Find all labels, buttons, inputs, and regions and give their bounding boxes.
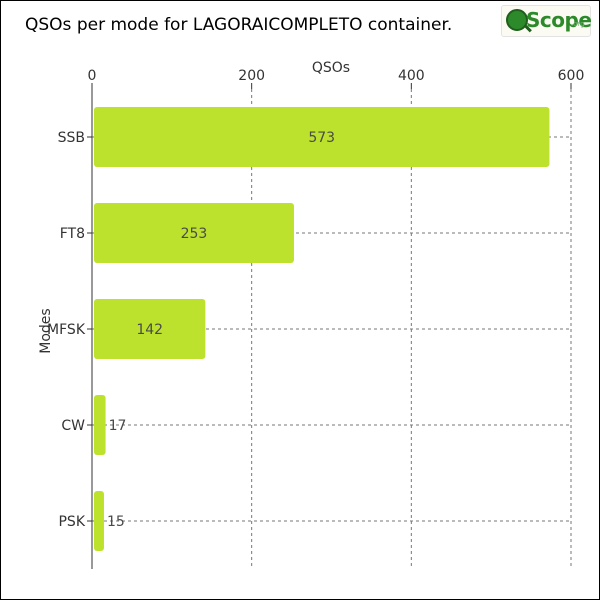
magnifier-icon	[506, 9, 528, 31]
page-title: QSOs per mode for LAGORAICOMPLETO contai…	[25, 15, 453, 35]
data-label-ssb: 573	[308, 130, 335, 146]
x-tick-label: 400	[398, 68, 425, 84]
data-label-psk: 15	[107, 514, 125, 530]
qscope-logo[interactable]: Scope .org	[501, 5, 592, 37]
bar-cw[interactable]	[94, 395, 106, 455]
category-label: FT8	[60, 226, 85, 242]
category-label: CW	[61, 418, 85, 434]
bar-psk[interactable]	[94, 491, 104, 551]
y-axis-label: Modes	[38, 308, 54, 353]
x-tick-label: 200	[238, 68, 265, 84]
data-label-cw: 17	[109, 418, 127, 434]
data-label-mfsk: 142	[136, 322, 163, 338]
category-label: MFSK	[47, 322, 86, 338]
category-label: PSK	[58, 514, 85, 530]
bar-ssb[interactable]	[94, 107, 550, 167]
logo-text: Scope	[526, 8, 592, 32]
x-axis-label: QSOs	[312, 60, 350, 76]
bar-ft8[interactable]	[94, 203, 294, 263]
logo-suffix: .org	[571, 20, 585, 28]
x-tick-label: 0	[88, 68, 97, 84]
bars: 573 253 142 17 15	[94, 107, 550, 551]
x-tick-label: 600	[558, 68, 585, 84]
bar-mfsk[interactable]	[94, 299, 206, 359]
axes: QSOs Modes 0 200 400 600 SSB FT8 MFSK CW PSK	[38, 60, 584, 569]
category-label: SSB	[58, 130, 85, 146]
data-label-ft8: 253	[181, 226, 208, 242]
